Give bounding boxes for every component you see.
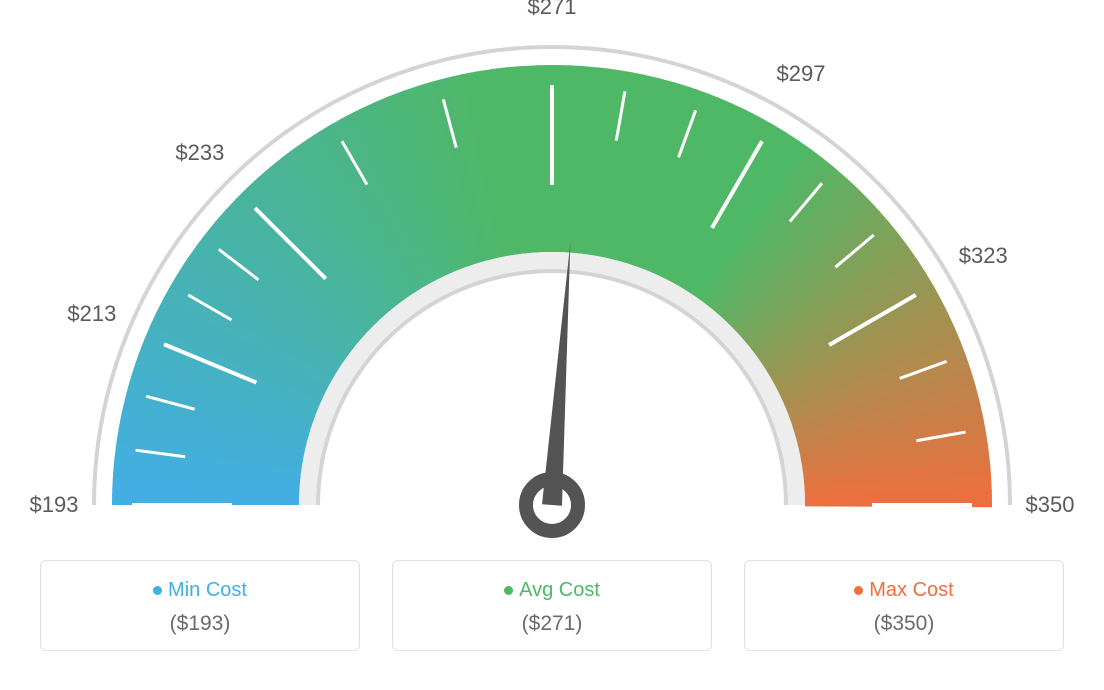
legend-min: Min Cost ($193): [40, 560, 360, 651]
legend-avg-dot-icon: [504, 586, 513, 595]
legend-avg-value: ($271): [401, 612, 703, 636]
legend-max: Max Cost ($350): [744, 560, 1064, 651]
legend-avg: Avg Cost ($271): [392, 560, 712, 651]
legend-min-title: Min Cost: [49, 579, 351, 602]
gauge-tick-label: $297: [777, 61, 826, 87]
gauge-svg: [0, 0, 1104, 560]
legend-max-label: Max Cost: [869, 579, 953, 602]
gauge-tick-label: $213: [67, 301, 116, 327]
legend-max-title: Max Cost: [753, 579, 1055, 602]
gauge-tick-label: $350: [1026, 492, 1075, 518]
gauge-chart: $193 $213 $233 $271 $297 $323 $350: [0, 0, 1104, 560]
legend-max-value: ($350): [753, 612, 1055, 636]
gauge-tick-label: $193: [30, 492, 79, 518]
legend-min-label: Min Cost: [168, 579, 247, 602]
legend-max-dot-icon: [854, 586, 863, 595]
gauge-tick-label: $233: [175, 140, 224, 166]
legend-min-value: ($193): [49, 612, 351, 636]
legend-avg-title: Avg Cost: [401, 579, 703, 602]
legend-row: Min Cost ($193) Avg Cost ($271) Max Cost…: [0, 560, 1104, 651]
legend-min-dot-icon: [153, 586, 162, 595]
legend-avg-label: Avg Cost: [519, 579, 600, 602]
gauge-needle: [542, 243, 570, 506]
gauge-tick-label: $323: [959, 243, 1008, 269]
gauge-tick-label: $271: [528, 0, 577, 20]
